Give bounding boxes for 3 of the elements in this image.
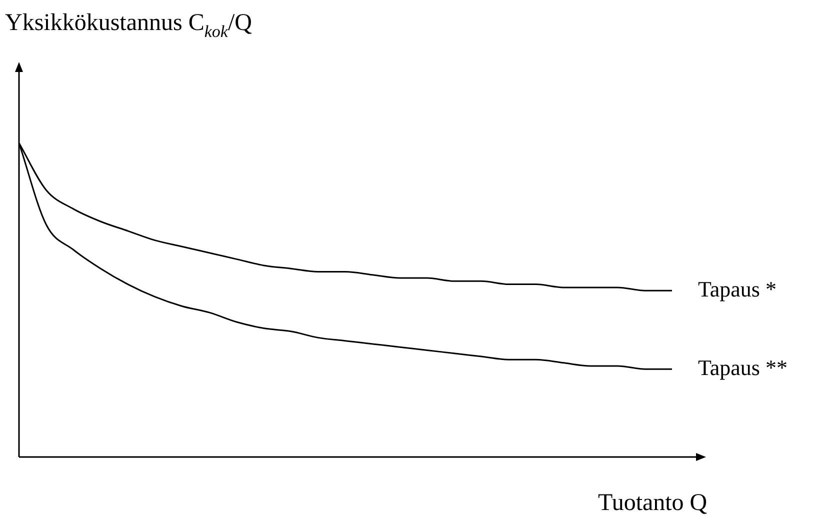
x-axis-title: Tuotanto Q bbox=[598, 490, 708, 516]
series-label: Tapaus * bbox=[698, 276, 776, 302]
series-label: Tapaus ** bbox=[698, 354, 788, 380]
